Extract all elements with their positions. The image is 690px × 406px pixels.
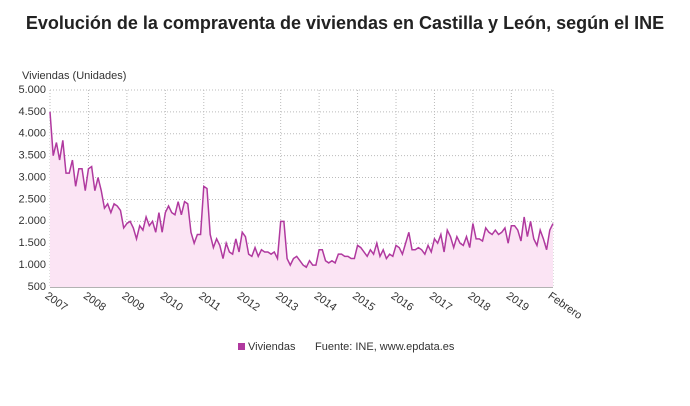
x-tick-label: 2007: [43, 290, 70, 314]
area: [50, 111, 553, 287]
x-tick-label: 2008: [81, 290, 108, 314]
y-tick-label: 5.000: [18, 84, 46, 96]
y-tick-label: 4.000: [18, 128, 46, 140]
legend-swatch: [238, 343, 245, 350]
x-tick-label: 2019: [504, 290, 531, 314]
y-tick-label: 1.500: [18, 237, 46, 249]
y-tick-label: 3.000: [18, 171, 46, 183]
x-tick-label: 2010: [158, 290, 185, 314]
x-tick-label: 2017: [427, 290, 454, 314]
x-tick-label: 2014: [312, 290, 339, 314]
chart-title: Evolución de la compraventa de viviendas…: [25, 13, 665, 33]
y-axis-label: Viviendas (Unidades): [22, 70, 126, 82]
x-tick-label: 2012: [235, 290, 262, 314]
y-tick-label: 4.500: [18, 106, 46, 118]
x-tick-label: Febrero: [546, 290, 584, 322]
x-tick-label: 2015: [350, 290, 377, 314]
line: [49, 111, 554, 269]
legend-label: Viviendas: [248, 341, 296, 353]
y-tick-label: 500: [28, 281, 46, 293]
y-tick-label: 1.000: [18, 259, 46, 271]
x-tick-label: 2016: [389, 290, 416, 314]
x-tick-label: 2011: [196, 290, 222, 313]
y-tick-label: 2.500: [18, 193, 46, 205]
x-tick-label: 2013: [273, 290, 300, 314]
source: Fuente: INE, www.epdata.es: [315, 341, 455, 353]
y-tick-label: 2.000: [18, 215, 46, 227]
x-tick-label: 2009: [120, 290, 147, 314]
y-tick-label: 3.500: [18, 150, 46, 162]
x-tick-label: 2018: [466, 290, 493, 314]
